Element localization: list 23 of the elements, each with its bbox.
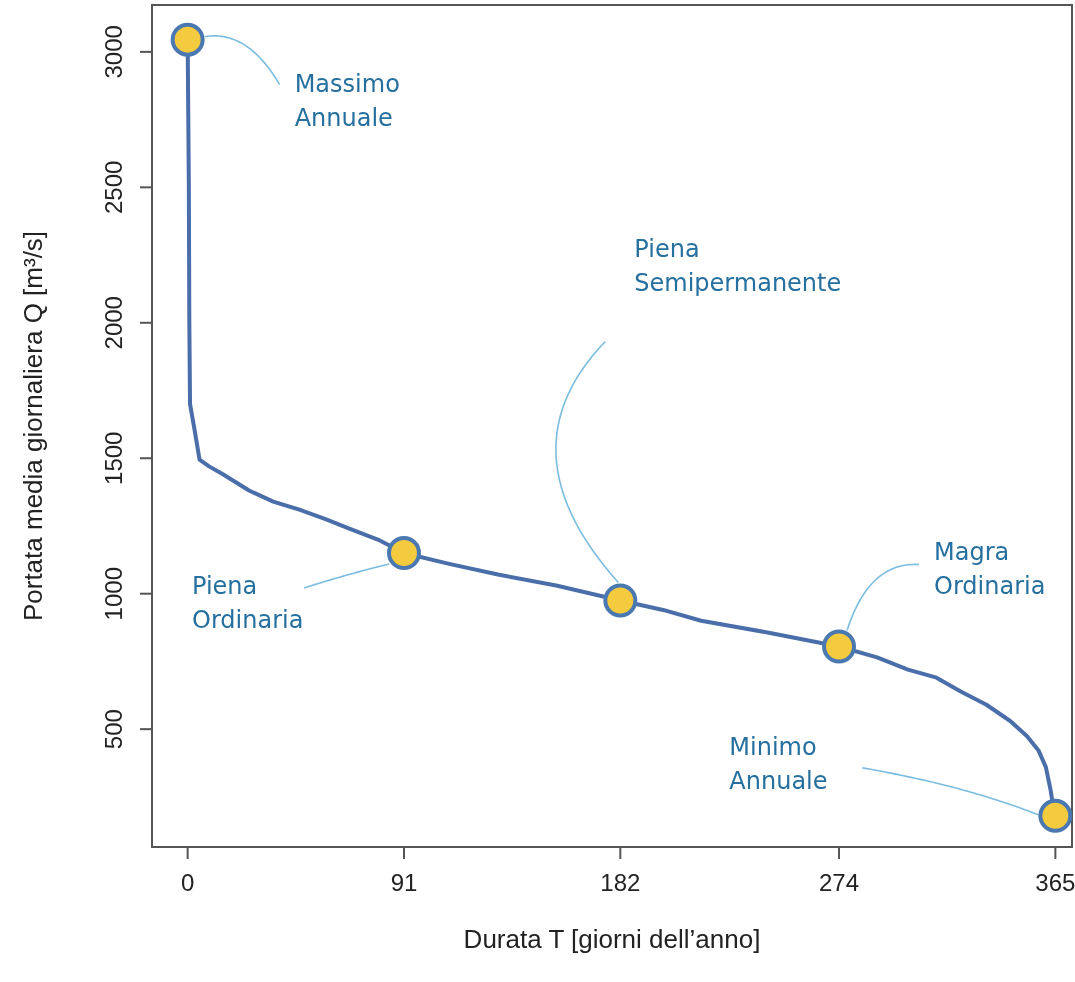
point (170, 22, 205, 57)
point (603, 583, 638, 618)
point (386, 536, 421, 571)
x-tick-label: 0 (180, 869, 195, 896)
y-tick-label: 1500 (100, 431, 127, 485)
x-tick-label: 274 (819, 869, 860, 896)
y-tick-label: 2000 (100, 296, 127, 350)
x-tick-label: 365 (1035, 869, 1075, 896)
annotation: Piena Ordinaria (191, 572, 304, 635)
x-tick-label: 182 (600, 869, 641, 896)
point (1038, 798, 1073, 833)
y-tick-label: 2500 (100, 160, 127, 215)
annotation: Piena Semipermanente (634, 235, 842, 298)
point (822, 629, 857, 664)
y-tick-label: 1000 (100, 567, 127, 621)
y-axis-title: Portata media giornaliera Q [m³/s] (18, 230, 48, 622)
annotation: Massimo Annuale (294, 69, 400, 132)
x-tick-label: 91 (390, 869, 418, 896)
annotation: Magra Ordinaria (934, 537, 1046, 600)
annotation: Minimo Annuale (729, 732, 828, 795)
y-tick-label: 500 (100, 709, 127, 750)
x-axis-title: Durata T [giorni dell’anno] (463, 924, 761, 954)
y-tick-label: 3000 (100, 25, 127, 79)
